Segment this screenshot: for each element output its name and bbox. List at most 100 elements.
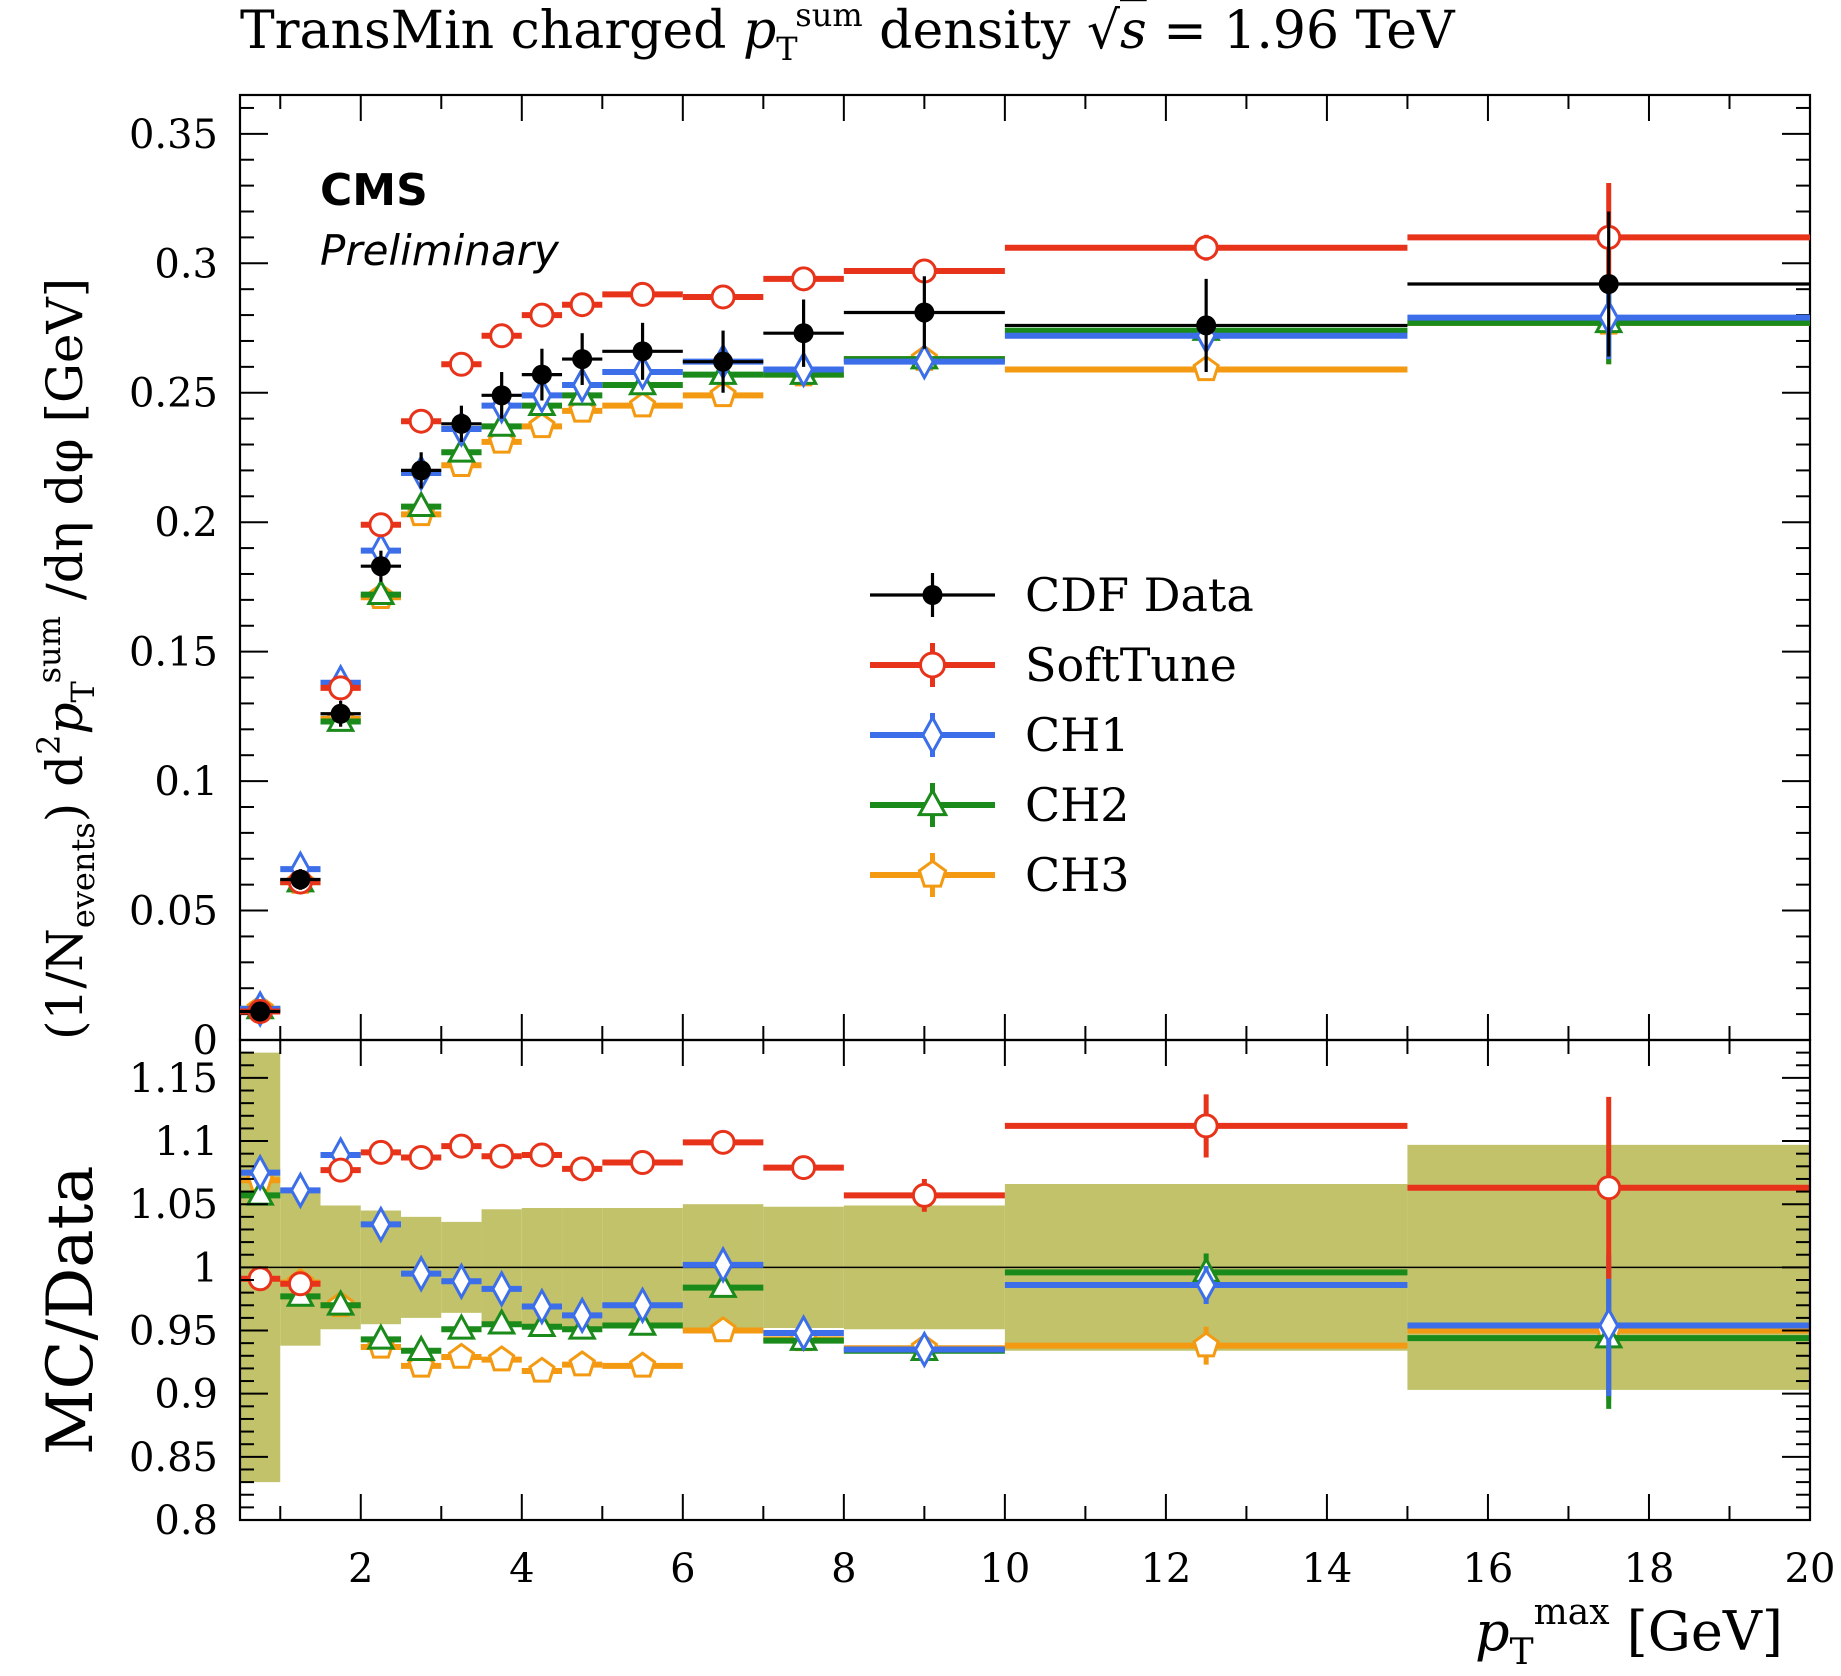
y-tick-label: 0.95 [129, 1309, 218, 1355]
soft-point [328, 675, 354, 701]
ratio-series-ch1 [240, 1135, 1810, 1397]
legend-item-data: CDF Data [870, 568, 1254, 622]
data-point [632, 341, 653, 362]
ch1-ratio-point [793, 1313, 815, 1353]
y-tick-label: 0.05 [129, 889, 218, 935]
data-point [572, 349, 593, 370]
legend-label: SoftTune [1025, 638, 1237, 692]
legend-item-ch1: CH1 [870, 708, 1130, 762]
ch2-point [446, 435, 477, 463]
legend: CDF Data SoftTune CH1 CH2 CH3 [870, 568, 1254, 902]
soft-ratio-point [489, 1143, 515, 1169]
soft-ratio-point [569, 1156, 595, 1182]
soft-ratio-point [529, 1142, 555, 1168]
soft-point [1193, 235, 1219, 261]
ch3-point [628, 391, 657, 418]
soft-ratio-point [791, 1155, 817, 1181]
ch1-ratio-point [531, 1287, 553, 1326]
data-point [330, 703, 351, 724]
legend-marker [917, 859, 948, 888]
y-axis-label-ratio: MC/Data [34, 1166, 108, 1455]
soft-ratio-point [1193, 1113, 1219, 1139]
soft-point [791, 266, 817, 292]
legend-label: CH1 [1025, 708, 1130, 762]
data-point [491, 385, 512, 406]
x-tick-label: 12 [1140, 1546, 1191, 1592]
legend-item-ch3: CH3 [870, 848, 1130, 902]
soft-ratio-point [630, 1150, 656, 1176]
ch1-ratio-point [913, 1330, 935, 1369]
data-point [290, 869, 311, 890]
ch2-ratio-point [708, 1271, 738, 1298]
ch3-point [709, 380, 737, 408]
data-point [250, 1001, 271, 1022]
ch1-point [793, 350, 815, 389]
ch3-ratio-point [628, 1351, 657, 1378]
chart-title: TransMin charged pTsum density √s = 1.96… [240, 0, 1456, 68]
ch2-ratio-point [326, 1288, 356, 1316]
data-point [451, 413, 472, 434]
ch3-ratio-point [1192, 1331, 1220, 1358]
x-tick-label: 14 [1301, 1546, 1352, 1592]
legend-marker [919, 651, 946, 679]
legend-item-soft: SoftTune [870, 638, 1237, 692]
y-tick-label: 0.15 [129, 630, 218, 676]
ch3-ratio-point [447, 1342, 476, 1369]
data-point [1196, 315, 1217, 336]
y-tick-label: 0.8 [154, 1498, 218, 1544]
ch1-ratio-point [450, 1262, 472, 1301]
y-tick-label: 1.05 [129, 1182, 218, 1228]
ch1-ratio-point [491, 1269, 513, 1308]
legend-marker [921, 714, 944, 756]
ch1-ratio-point [571, 1296, 593, 1335]
soft-ratio-point [448, 1133, 474, 1159]
ch1-ratio-point [1195, 1265, 1217, 1305]
x-tick-label: 18 [1624, 1546, 1675, 1592]
y-tick-label: 1.15 [129, 1056, 218, 1102]
x-tick-label: 6 [670, 1546, 695, 1592]
y-tick-label: 0.85 [129, 1435, 218, 1481]
soft-point [408, 408, 434, 434]
data-point [793, 323, 814, 344]
soft-ratio-point [368, 1139, 394, 1165]
x-tick-label: 2 [348, 1546, 373, 1592]
soft-ratio-point [408, 1144, 434, 1170]
y-tick-label: 0.2 [154, 500, 218, 546]
soft-point [569, 292, 595, 318]
ch2-ratio-point [446, 1312, 477, 1340]
ch1-ratio-point [632, 1286, 654, 1325]
series-data [240, 211, 1810, 1022]
data-point [411, 460, 432, 481]
ch3-ratio-point [487, 1345, 516, 1372]
ch2-point [406, 490, 436, 517]
ch1-ratio-point [712, 1245, 734, 1284]
data-point [914, 302, 935, 323]
ch1-ratio-point [370, 1205, 392, 1244]
legend-label: CH2 [1025, 778, 1130, 832]
data-point [713, 351, 734, 372]
legend-item-ch2: CH2 [870, 778, 1130, 832]
ratio-plot-panel: 0.8 0.85 0.9 0.95 1 1.05 1.1 1.15 2 4 6 8 10 12 14 16 18… [129, 1038, 1835, 1592]
soft-ratio-point [287, 1271, 313, 1297]
soft-ratio-point [911, 1182, 937, 1208]
y-axis-label-main: (1/Nevents) d2pTsum /dη dφ [GeV] [30, 278, 102, 1040]
ch1-ratio-point [1598, 1306, 1620, 1345]
ch3-ratio-point [568, 1350, 596, 1377]
soft-point [489, 323, 515, 349]
ch1-ratio-point [289, 1171, 311, 1210]
y-tick-label: 0.3 [154, 241, 218, 287]
legend-marker [916, 787, 949, 817]
legend-label: CDF Data [1025, 568, 1254, 622]
x-tick-label: 4 [509, 1546, 534, 1592]
x-axis-label: pTmax [GeV] [1475, 1592, 1783, 1673]
ch2-ratio-point [366, 1323, 396, 1350]
soft-ratio-point [710, 1129, 736, 1155]
x-tick-label: 8 [831, 1546, 856, 1592]
ch3-ratio-point [709, 1316, 737, 1343]
y-tick-label: 1.1 [154, 1119, 218, 1165]
soft-point [368, 512, 394, 538]
data-point [531, 364, 552, 385]
ch1-ratio-point [410, 1254, 432, 1293]
main-plot-panel: 0 0.05 0.1 0.15 0.2 0.25 0.3 0.35 [129, 93, 1812, 1064]
soft-point [630, 281, 656, 307]
